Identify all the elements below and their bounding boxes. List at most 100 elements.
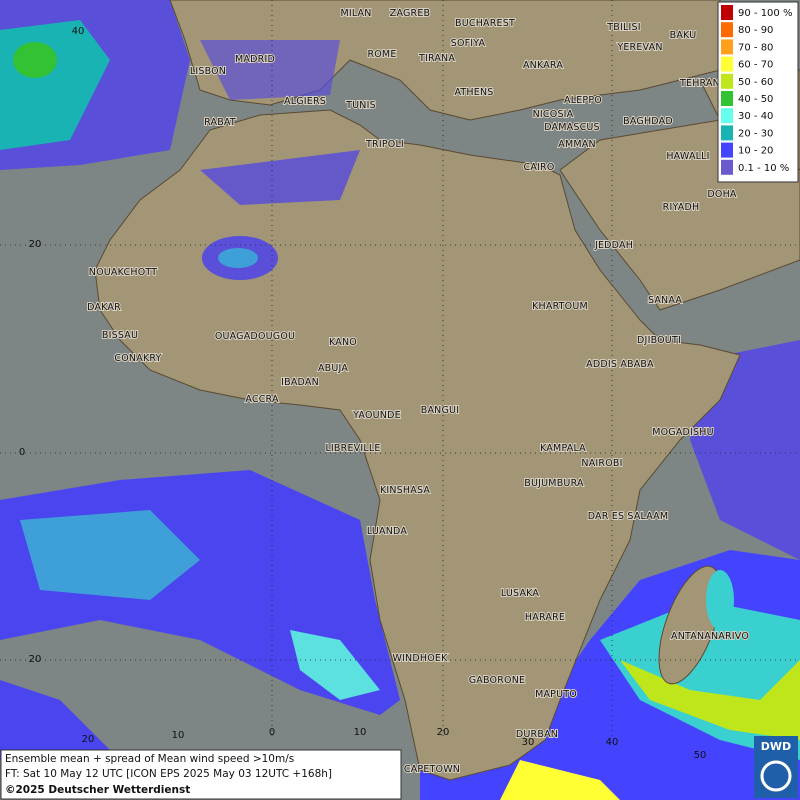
city-label: DAR ES SALAAM xyxy=(588,511,669,522)
lat-label: 0 xyxy=(19,447,25,458)
legend-swatch xyxy=(721,142,733,158)
legend-label: 30 - 40 xyxy=(738,111,773,122)
city-label: LIBREVILLE xyxy=(325,443,380,454)
logo: DWD xyxy=(754,736,798,798)
city-label: MAPUTO xyxy=(535,689,577,700)
lat-label: 40 xyxy=(72,26,85,37)
city-label: ATHENS xyxy=(454,87,493,98)
city-label: MOGADISHU xyxy=(652,427,714,438)
city-label: ZAGREB xyxy=(390,8,431,19)
city-label: LUSAKA xyxy=(501,588,540,599)
wind-patch xyxy=(290,630,380,700)
city-label: DAKAR xyxy=(87,302,121,313)
city-label: BANGUI xyxy=(421,405,459,416)
city-label: NICOSIA xyxy=(533,109,574,120)
city-label: ABUJA xyxy=(318,363,348,374)
city-label: ROME xyxy=(367,49,396,60)
city-label: ALGIERS xyxy=(284,96,326,107)
city-label: DJIBOUTI xyxy=(637,335,681,346)
legend-label: 80 - 90 xyxy=(738,25,773,36)
lat-label: 20 xyxy=(29,654,42,665)
wind-patch xyxy=(20,510,200,600)
legend-swatch xyxy=(721,5,733,20)
city-label: ADDIS ABABA xyxy=(586,359,654,370)
labels: MILAN ZAGREB BUCHAREST SOFIYA TBILISI BAKU YER… xyxy=(19,7,750,776)
city-label: KHARTOUM xyxy=(532,301,588,312)
madagascar xyxy=(658,565,722,685)
lat-label: 20 xyxy=(29,239,42,250)
lon-label: 20 xyxy=(437,727,450,738)
city-label: SANAA xyxy=(648,295,682,306)
city-label: ANKARA xyxy=(523,60,563,71)
city-label: KINSHASA xyxy=(380,485,430,496)
lon-label: 30 xyxy=(522,737,535,748)
city-label: MADRID xyxy=(235,54,275,65)
caption-box xyxy=(0,749,402,800)
lon-label: 10 xyxy=(172,730,185,741)
city-label: BUJUMBURA xyxy=(524,478,584,489)
lon-label: 0 xyxy=(269,727,275,738)
city-label: YEREVAN xyxy=(616,42,662,53)
city-label: YAOUNDE xyxy=(352,410,401,421)
city-label: AMMAN xyxy=(558,139,596,150)
logo-text: DWD xyxy=(761,740,791,753)
city-label: HARARE xyxy=(525,612,565,623)
city-label: TUNIS xyxy=(345,100,376,111)
legend: 90 - 100 % 80 - 90 70 - 80 60 - 70 50 - 60 40… xyxy=(717,1,799,183)
city-label: NAIROBI xyxy=(581,458,622,469)
city-label: BAKU xyxy=(670,30,697,41)
city-label: ALEPPO xyxy=(564,95,602,106)
city-label: BISSAU xyxy=(102,330,138,341)
city-label: MILAN xyxy=(340,8,371,19)
city-label: TEHRAN xyxy=(679,78,720,89)
city-label: HAWALLI xyxy=(666,151,709,162)
city-label: WINDHOEK xyxy=(392,653,448,664)
city-label: LUANDA xyxy=(367,526,408,537)
legend-swatch xyxy=(721,73,733,89)
wind-patch xyxy=(200,150,360,205)
legend-swatch xyxy=(721,91,733,106)
city-label: IBADAN xyxy=(281,377,319,388)
logo-mark xyxy=(760,760,792,792)
legend-label: 60 - 70 xyxy=(738,60,773,71)
city-label: KANO xyxy=(329,337,357,348)
legend-label: 90 - 100 % xyxy=(738,8,792,19)
city-label: DURBAN xyxy=(516,729,558,740)
city-label: JEDDAH xyxy=(594,240,633,251)
legend-swatch xyxy=(721,39,733,55)
city-label: OUAGADOUGOU xyxy=(215,331,295,342)
legend-swatch xyxy=(721,159,733,175)
city-label: ACCRA xyxy=(245,394,279,405)
wind-patch xyxy=(200,40,340,100)
legend-label: 70 - 80 xyxy=(738,42,773,53)
city-label: LISBON xyxy=(190,66,226,77)
caption-line: Ensemble mean + spread of Mean wind spee… xyxy=(5,753,294,765)
wind-patch xyxy=(13,42,57,78)
city-label: BUCHAREST xyxy=(455,18,515,29)
lon-label: 50 xyxy=(694,750,707,761)
city-label: TRIPOLI xyxy=(365,139,404,150)
city-label: TBILISI xyxy=(606,22,640,33)
city-label: KAMPALA xyxy=(540,443,586,454)
legend-label: 0.1 - 10 % xyxy=(738,163,789,174)
city-label: GABORONE xyxy=(469,675,525,686)
lon-label: 40 xyxy=(606,737,619,748)
city-label: TIRANA xyxy=(418,53,455,64)
city-label: BAGHDAD xyxy=(623,116,673,127)
legend-swatch xyxy=(721,108,733,124)
city-label: RIYADH xyxy=(663,202,700,213)
wind-patch xyxy=(218,248,258,268)
legend-label: 40 - 50 xyxy=(738,94,773,105)
legend-label: 20 - 30 xyxy=(738,128,773,139)
city-label: CAIRO xyxy=(523,162,554,173)
caption: Ensemble mean + spread of Mean wind spee… xyxy=(0,749,402,800)
city-label: DOHA xyxy=(707,189,737,200)
wind-field-land xyxy=(200,40,734,630)
city-label: DAMASCUS xyxy=(544,122,600,133)
legend-swatch xyxy=(721,56,733,72)
graticule xyxy=(0,0,800,740)
wind-patch xyxy=(706,570,734,630)
legend-swatch xyxy=(721,22,733,38)
caption-line: FT: Sat 10 May 12 UTC [ICON EPS 2025 May… xyxy=(5,768,332,780)
